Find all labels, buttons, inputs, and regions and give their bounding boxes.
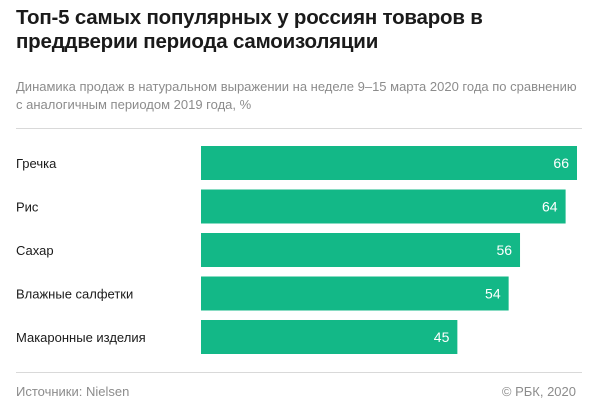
copyright-note: © РБК, 2020: [501, 384, 576, 399]
value-label: 64: [542, 199, 558, 215]
bar: [201, 320, 458, 354]
bar-chart: Гречка 66 Рис 64 Сахар 56 Влажные салфетки 54 Ма…: [16, 146, 577, 354]
category-label: Влажные салфетки: [16, 287, 133, 302]
value-label: 45: [434, 329, 450, 345]
bar: [201, 233, 521, 267]
source-note: Источники: Nielsen: [16, 384, 130, 399]
category-label: Сахар: [16, 243, 54, 258]
category-label: Рис: [16, 200, 39, 215]
bar: [201, 276, 509, 311]
category-label: Макаронные изделия: [16, 330, 146, 345]
chart-subtitle: Динамика продаж в натуральном выражении …: [16, 79, 577, 112]
bar: [201, 146, 577, 180]
bottom-divider: [16, 372, 582, 373]
value-label: 66: [553, 155, 569, 171]
top-divider: [16, 128, 582, 129]
category-label: Гречка: [16, 156, 57, 171]
bar: [201, 189, 566, 224]
chart-title: Топ-5 самых популярных у россиян товаров…: [16, 6, 483, 53]
value-label: 56: [496, 242, 512, 258]
value-label: 54: [485, 286, 501, 302]
